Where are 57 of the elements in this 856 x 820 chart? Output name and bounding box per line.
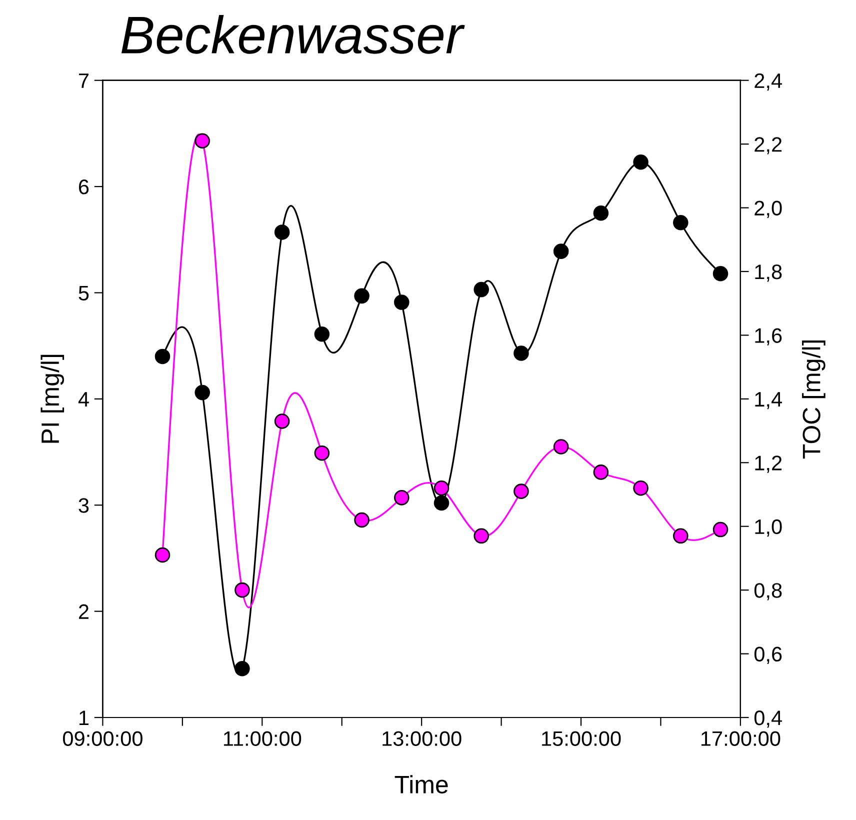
x-tick-label: 09:00:00 (62, 731, 142, 746)
point (474, 528, 490, 544)
point (474, 282, 490, 298)
point (274, 414, 290, 429)
x-tick-label: 13:00:00 (382, 731, 462, 746)
point (394, 294, 410, 310)
y2-axis-title: TOC [mg/l] (802, 340, 826, 459)
x-tick-label: 15:00:00 (542, 731, 621, 746)
point (434, 495, 450, 511)
y2-tick-label: 1,6 (755, 328, 782, 346)
y2-tick-label: 1,8 (755, 264, 782, 282)
point (234, 661, 250, 676)
x-axis-title: Time (394, 775, 448, 794)
point (274, 224, 290, 240)
chart-title: Beckenwasser (121, 15, 465, 54)
y-tick-label: 5 (78, 286, 89, 300)
y-tick-label: 4 (78, 392, 89, 406)
y-axis-title: PI [mg/l] (40, 354, 64, 443)
point (194, 133, 210, 149)
point (234, 582, 250, 598)
point (194, 384, 210, 400)
y-tick-label: 6 (79, 180, 89, 194)
y2-tick-label: 1,2 (755, 456, 782, 473)
point (553, 244, 569, 259)
point (314, 326, 330, 342)
point (593, 464, 609, 480)
point (354, 288, 370, 304)
x-tick-label: 17:00:00 (701, 731, 780, 746)
x-tick-label: 11:00:00 (224, 731, 302, 746)
point (354, 512, 370, 528)
point (712, 522, 728, 538)
point (633, 480, 648, 496)
y2-tick-label: 0,6 (754, 646, 782, 664)
y2-tick-label: 2,0 (754, 200, 782, 218)
y2-tick-label: 0,8 (754, 583, 782, 600)
y-tick-label: 7 (79, 74, 88, 88)
point (593, 205, 609, 221)
point (514, 346, 529, 361)
point (673, 528, 688, 544)
point (154, 547, 170, 563)
y-tick-label: 1 (80, 710, 89, 726)
y-tick-label: 3 (78, 498, 89, 513)
point (553, 439, 569, 454)
y2-tick-label: 1,0 (755, 519, 782, 537)
point (154, 348, 170, 364)
y2-tick-label: 0,4 (754, 710, 782, 728)
point (314, 445, 330, 461)
point (394, 490, 410, 506)
point (712, 266, 728, 282)
point (514, 484, 529, 499)
point (633, 154, 648, 170)
y2-tick-label: 2,4 (754, 73, 782, 91)
y2-tick-label: 2,2 (754, 137, 782, 154)
point (673, 215, 688, 230)
y-tick-label: 2 (78, 604, 88, 619)
y2-tick-label: 1,4 (755, 392, 782, 410)
point (434, 480, 450, 496)
